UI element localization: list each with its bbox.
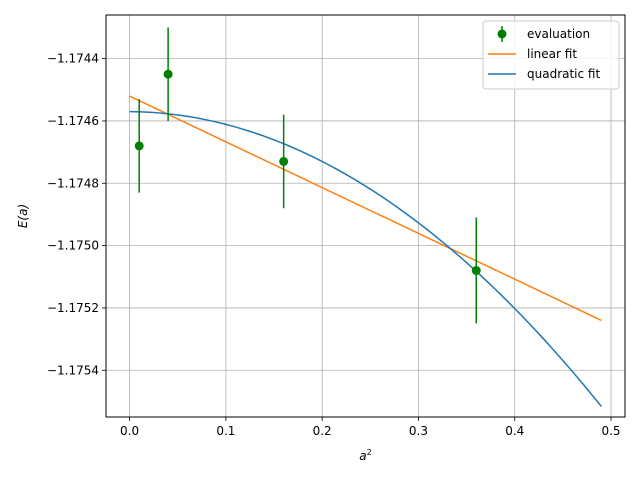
y-tick-label: −1.1752	[47, 301, 99, 315]
legend-entry-label: quadratic fit	[527, 67, 600, 81]
axes-frame	[105, 14, 626, 418]
evaluation-point	[471, 266, 481, 276]
y-tick-label: −1.1744	[47, 52, 99, 66]
y-tick-label: −1.1750	[47, 239, 99, 253]
legend-box	[482, 20, 620, 90]
linear-fit-line	[129, 95, 602, 322]
legend-point-marker	[497, 29, 507, 39]
y-tick-label: −1.1746	[47, 114, 99, 128]
legend-entry-label: linear fit	[527, 47, 577, 61]
legend: evaluation linear fit quadratic fit	[482, 20, 620, 90]
y-tick-label: −1.1754	[47, 363, 99, 377]
evaluation-point	[163, 69, 173, 79]
x-tick-label: 0.5	[601, 424, 620, 438]
grid	[106, 15, 625, 417]
quadratic-fit-curve	[129, 110, 602, 407]
x-tick-label: 0.2	[313, 424, 332, 438]
plot-area	[129, 27, 602, 407]
evaluation-point	[134, 141, 144, 151]
y-axis-label: E(a)	[16, 204, 30, 228]
x-tick-label: 0.3	[409, 424, 428, 438]
x-tick-label: 0.1	[216, 424, 235, 438]
axis-ticks: 0.0 0.1 0.2 0.3 0.4 0.5 −1.1754 −1.1752 −1.1750 −…	[47, 52, 621, 438]
x-tick-label: 0.4	[505, 424, 524, 438]
legend-entry-label: evaluation	[527, 27, 590, 41]
x-tick-label: 0.0	[120, 424, 139, 438]
x-axis-label: a2	[359, 448, 371, 463]
y-tick-label: −1.1748	[47, 176, 99, 190]
evaluation-point	[279, 156, 289, 166]
